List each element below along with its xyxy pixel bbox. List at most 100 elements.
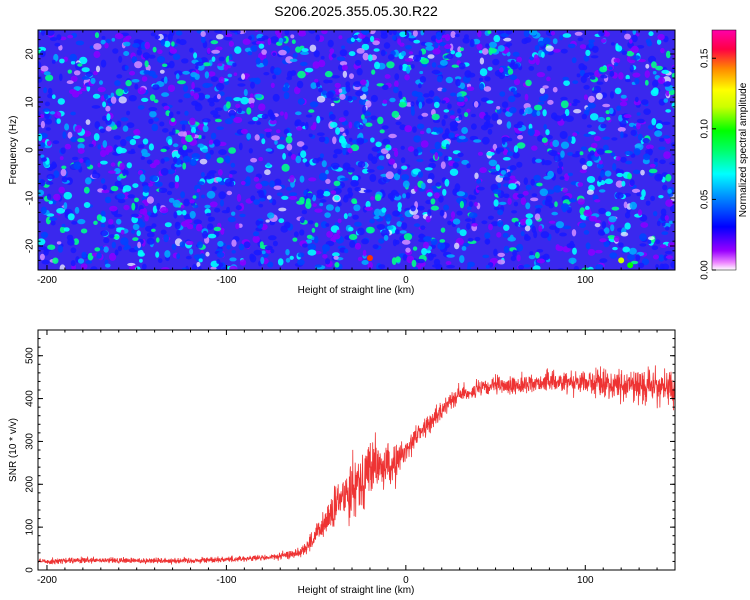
heatmap-cell xyxy=(220,199,224,207)
heatmap-cell xyxy=(164,40,171,48)
heatmap-cell xyxy=(348,234,358,240)
heatmap-cell xyxy=(502,232,509,238)
heatmap-cell xyxy=(513,78,521,86)
heatmap-cell xyxy=(615,43,619,51)
heatmap-cell xyxy=(213,139,221,147)
heatmap-cell xyxy=(667,242,675,248)
heatmap-cell xyxy=(291,39,296,44)
heatmap-cell xyxy=(174,181,179,189)
heatmap-cell xyxy=(477,30,482,38)
heatmap-cell xyxy=(191,126,196,134)
heatmap-cell xyxy=(255,220,261,226)
heatmap-cell xyxy=(369,218,375,224)
heatmap-cell xyxy=(260,180,269,187)
heatmap-cell xyxy=(182,267,187,270)
heatmap-cell xyxy=(629,179,635,187)
heatmap-cell xyxy=(88,143,94,148)
heatmap-cell xyxy=(553,185,562,193)
heatmap-cell xyxy=(134,61,143,69)
heatmap-cell xyxy=(423,236,432,242)
heatmap-cell xyxy=(308,30,316,34)
heatmap-cell xyxy=(229,257,237,262)
heatmap-cell xyxy=(155,251,160,258)
heatmap-cell xyxy=(402,193,407,199)
heatmap-cell xyxy=(298,31,307,37)
heatmap-cell xyxy=(185,134,194,143)
heatmap-cell xyxy=(486,100,494,104)
heatmap-cell xyxy=(264,169,271,176)
heatmap-cell xyxy=(146,196,154,204)
heatmap-cell xyxy=(563,80,570,86)
heatmap-cell xyxy=(560,48,568,54)
heatmap-cell xyxy=(639,233,647,242)
heatmap-cell xyxy=(249,254,257,263)
heatmap-cell xyxy=(370,35,375,43)
heatmap-cell xyxy=(595,249,603,254)
heatmap-cell xyxy=(435,182,442,187)
heatmap-cell xyxy=(249,77,258,83)
heatmap-cell xyxy=(126,122,135,129)
heatmap-cell xyxy=(575,151,580,155)
heatmap-cell xyxy=(577,198,585,205)
heatmap-cell xyxy=(590,113,599,121)
heatmap-cell xyxy=(417,205,425,211)
heatmap-cell xyxy=(611,42,615,46)
heatmap-cell xyxy=(100,39,106,45)
heatmap-cell xyxy=(111,37,116,42)
heatmap-cell xyxy=(610,152,616,157)
heatmap-cell xyxy=(635,254,641,262)
heatmap-cell xyxy=(402,254,408,261)
heatmap-cell xyxy=(137,252,145,257)
heatmap-cell xyxy=(464,112,469,118)
heatmap-cell xyxy=(490,221,499,227)
heatmap-cell xyxy=(168,181,176,189)
heatmap-cell xyxy=(99,80,103,85)
heatmap-cell xyxy=(560,141,570,149)
heatmap-cell xyxy=(616,172,624,178)
heatmap-cell xyxy=(537,135,544,142)
heatmap-cell xyxy=(272,52,277,56)
heatmap-cell xyxy=(269,114,276,121)
heatmap-cell xyxy=(171,243,177,250)
heatmap-cell xyxy=(325,178,331,184)
heatmap-cell xyxy=(111,241,117,249)
heatmap-cell xyxy=(284,111,288,120)
heatmap-cell xyxy=(480,97,489,102)
heatmap-cell xyxy=(302,145,308,151)
heatmap-cell xyxy=(180,204,185,209)
heatmap-cell xyxy=(531,193,538,198)
heatmap-cell xyxy=(183,155,191,163)
heatmap-cell xyxy=(513,201,519,207)
heatmap-cell xyxy=(519,108,525,115)
heatmap-cell xyxy=(664,226,670,231)
heatmap-cell xyxy=(226,190,233,196)
heatmap-cell xyxy=(376,224,386,230)
heatmap-cell xyxy=(56,241,62,245)
heatmap-cell xyxy=(207,97,216,104)
heatmap-cell xyxy=(473,139,482,143)
heatmap-cell xyxy=(567,135,572,143)
heatmap-cell xyxy=(376,83,385,87)
heatmap-cell xyxy=(258,203,264,208)
heatmap-cell xyxy=(253,176,260,182)
heatmap-cell xyxy=(246,107,252,115)
heatmap-cell xyxy=(306,234,313,239)
heatmap-cell xyxy=(525,202,531,210)
heatmap-cell xyxy=(226,206,231,213)
heatmap-cell xyxy=(627,41,634,49)
heatmap-cell xyxy=(636,118,645,124)
heatmap-cell xyxy=(339,135,346,144)
heatmap-cell xyxy=(443,204,449,211)
heatmap-cell xyxy=(325,223,330,227)
colorbar: 0.000.050.100.15 Normalized spectral amp… xyxy=(700,29,749,280)
heatmap-cell xyxy=(405,192,411,199)
heatmap-cell xyxy=(587,102,596,109)
heatmap-cell xyxy=(401,222,408,230)
heatmap-cell xyxy=(229,30,239,33)
heatmap-cell xyxy=(620,231,629,237)
heatmap-cell xyxy=(583,94,588,100)
heatmap-cell xyxy=(497,220,504,228)
heatmap-cell xyxy=(69,53,77,62)
heatmap-cell xyxy=(454,183,461,192)
